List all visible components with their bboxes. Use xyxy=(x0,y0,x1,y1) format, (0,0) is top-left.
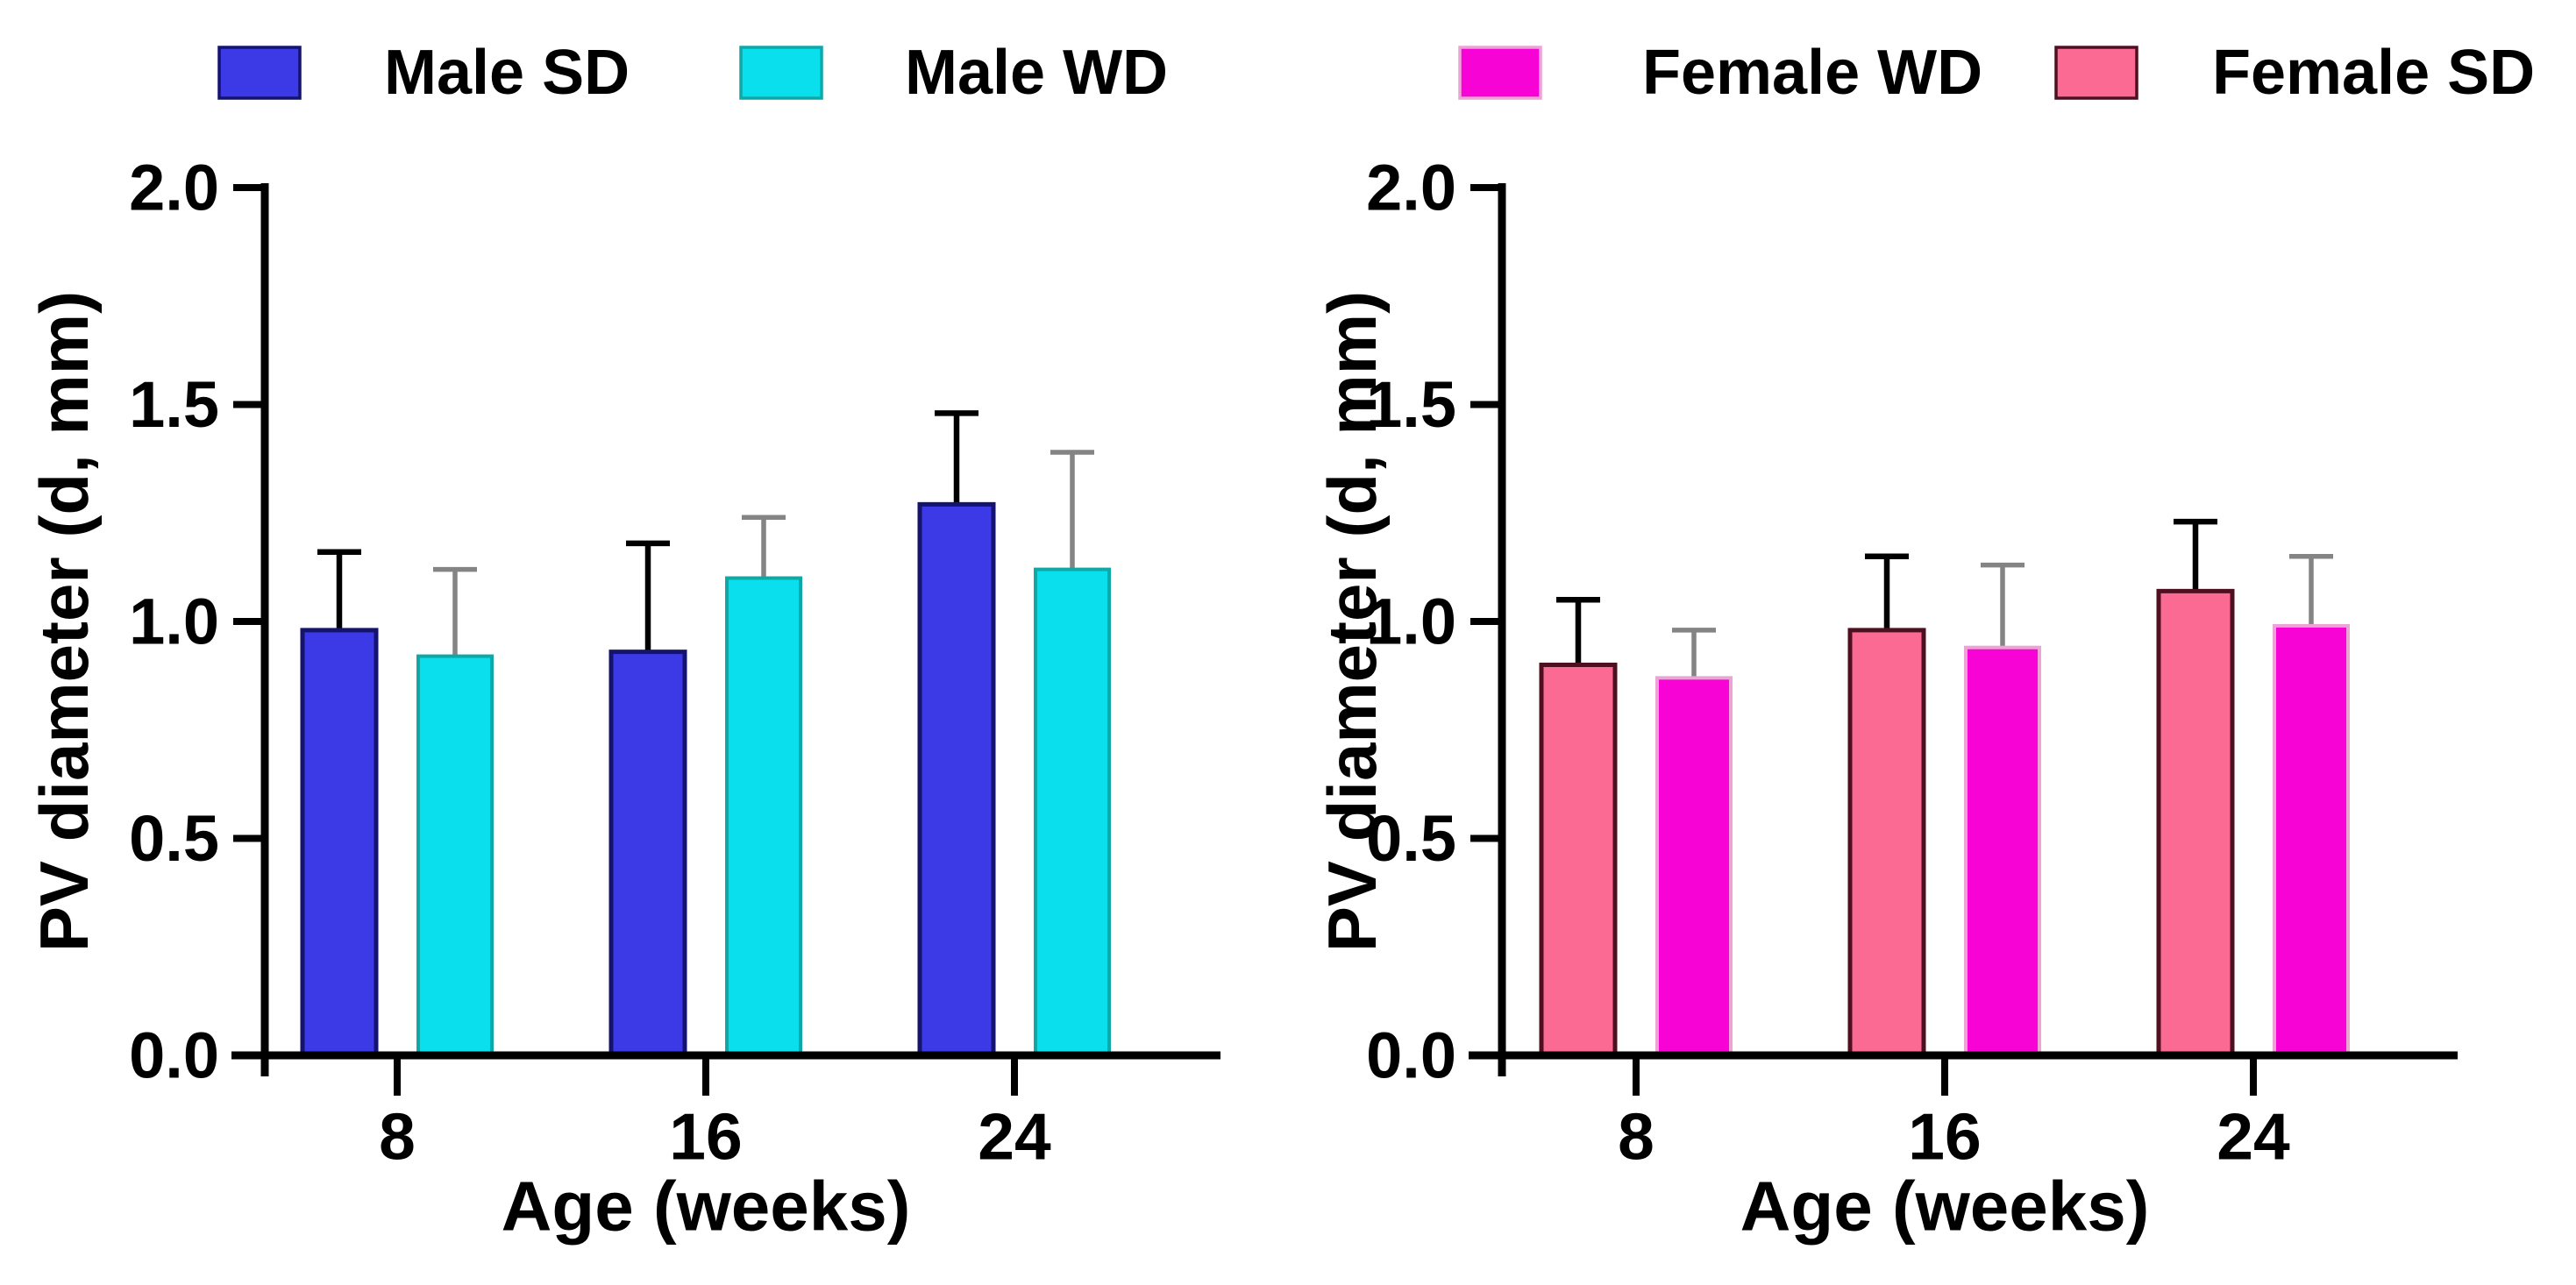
legend-label-female-wd: Female WD xyxy=(1642,38,1982,108)
y-tick-label-0-0: 0.0 xyxy=(1366,1019,1456,1092)
y-axis-title: PV diameter (d, mm) xyxy=(1313,291,1391,952)
x-tick-label-8wk: 8 xyxy=(379,1099,416,1173)
x-tick-label-16wk: 16 xyxy=(1908,1099,1981,1173)
x-tick-label-24wk: 24 xyxy=(978,1099,1051,1173)
y-tick-label-1-0: 1.0 xyxy=(129,586,219,658)
bar-female-wd-16wk xyxy=(1964,645,2041,1057)
x-tick-label-16wk: 16 xyxy=(669,1099,742,1173)
bar-male-wd-8wk xyxy=(416,654,494,1057)
bar-male-wd-24wk xyxy=(1034,567,1111,1057)
x-axis-title: Age (weeks) xyxy=(502,1168,911,1246)
bar-male-sd-8wk xyxy=(300,628,379,1058)
bar-male-wd-16wk xyxy=(725,576,802,1057)
y-tick-label-0-5: 0.5 xyxy=(1366,802,1456,875)
y-tick-label-0-0: 0.0 xyxy=(129,1019,219,1092)
y-axis-title: PV diameter (d, mm) xyxy=(25,291,103,952)
legend-swatch-male-sd xyxy=(217,46,302,100)
legend-swatch-female-sd xyxy=(2054,46,2138,100)
y-tick-label-2-0: 2.0 xyxy=(1366,152,1456,224)
female-chart-panel: Female WD Female SD 0.0 0.5 1.0 1.5 2.0 PV diam… xyxy=(1313,38,2535,1246)
male-chart-panel: Male SD Male WD 0.0 0.5 1.0 1.5 2.0 PV diameter… xyxy=(25,38,1220,1246)
legend-swatch-male-wd xyxy=(739,46,823,100)
legend-label-male-wd: Male WD xyxy=(905,38,1168,108)
y-tick-label-0-5: 0.5 xyxy=(129,802,219,875)
bar-female-sd-16wk xyxy=(1847,628,1926,1058)
x-tick-label-24wk: 24 xyxy=(2217,1099,2290,1173)
bar-female-wd-24wk xyxy=(2273,623,2350,1057)
bar-female-sd-8wk xyxy=(1539,663,1618,1058)
x-axis-title: Age (weeks) xyxy=(1740,1168,2150,1246)
legend-label-male-sd: Male SD xyxy=(384,38,630,108)
legend-label-female-sd: Female SD xyxy=(2212,38,2535,108)
bar-female-sd-24wk xyxy=(2156,588,2235,1058)
bar-female-wd-8wk xyxy=(1655,676,1733,1057)
y-tick-label-1-5: 1.5 xyxy=(129,368,219,441)
x-tick-label-8wk: 8 xyxy=(1618,1099,1654,1173)
legend-swatch-female-wd xyxy=(1458,46,1542,100)
y-tick-label-1-5: 1.5 xyxy=(1366,368,1456,441)
bar-male-sd-16wk xyxy=(608,650,687,1058)
y-tick-label-1-0: 1.0 xyxy=(1366,586,1456,658)
bar-male-sd-24wk xyxy=(917,501,996,1058)
y-tick-label-2-0: 2.0 xyxy=(129,152,219,224)
